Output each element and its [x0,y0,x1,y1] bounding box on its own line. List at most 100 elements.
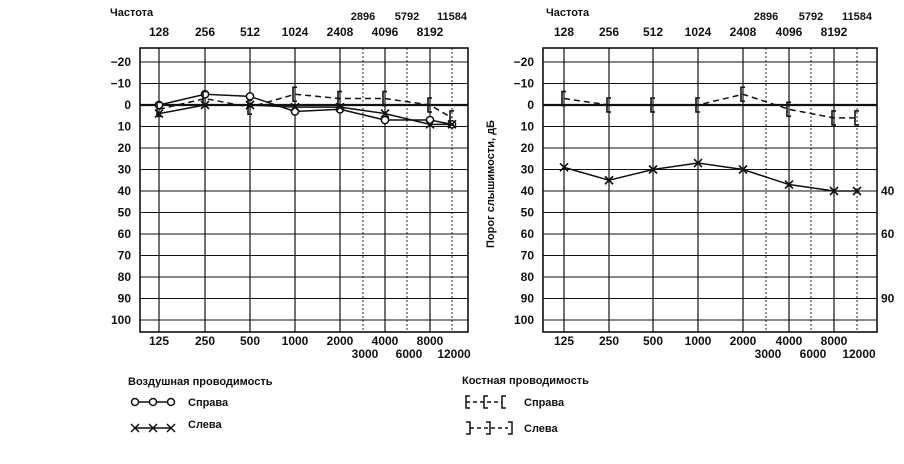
y-tick-label: 70 [118,249,132,263]
bottom-freq-label: 8000 [821,334,848,348]
y-tick-label: 30 [118,163,132,177]
y-tick-label: 80 [118,270,132,284]
data-point [449,110,454,126]
top-freq-label: 5792 [395,11,419,23]
y-tick-label: 0 [124,98,131,112]
bottom-freq-label: 125 [149,334,169,348]
right-audiogram: −20 −10 0 10 20 30 40 50 60 70 80 90 100 Частота 2896 5… [514,7,895,361]
bottom-freq-label: 6000 [396,347,423,361]
y-tick-label: 60 [521,227,535,241]
top-freq-label: 11584 [842,11,873,23]
legend-bone-right-symbol [465,395,506,409]
data-point [380,115,390,125]
y-tick-label: 10 [118,120,132,134]
y-tick-label: 100 [111,313,131,327]
bottom-freq-label: 1000 [282,334,309,348]
y-tick-label: 50 [521,206,535,220]
data-point [247,99,252,115]
bottom-freq-label: 500 [240,334,260,348]
frequency-label: Частота [546,7,590,19]
data-point [854,110,859,126]
data-point [650,97,655,113]
data-point [427,97,432,113]
y-tick-label: 70 [521,249,535,263]
data-point [786,101,791,118]
right-level-label: 40 [881,184,895,198]
data-point [693,158,703,168]
legend-bone-title: Костная проводимость [462,375,589,387]
bottom-freq-label: 12000 [842,347,876,361]
right-level-label: 90 [881,292,895,306]
bottom-freq-label: 1000 [685,334,712,348]
data-point [559,162,569,172]
data-point [425,119,435,129]
data-point [606,97,611,113]
y-tick-label: 60 [118,227,132,241]
series-line [563,93,857,119]
top-freq-label: 1024 [685,25,712,39]
y-tick-label: 40 [521,184,535,198]
plot-frame [542,47,878,333]
legend-bone-left-label: Слева [524,423,559,435]
data-point [604,175,614,185]
data-point [695,97,700,113]
right-level-label: 60 [881,227,895,241]
y-tick-label: 20 [118,141,132,155]
top-freq-label: 11584 [437,11,468,23]
y-tick-label: −10 [514,77,535,91]
top-freq-label: 2408 [327,25,354,39]
bottom-freq-label: 250 [195,334,215,348]
y-tick-label: 30 [521,163,535,177]
y-tick-label: 50 [118,206,132,220]
y-tick-label: −20 [111,55,132,69]
legend-air-title: Воздушная проводимость [128,376,273,388]
left-audiogram: −20 −10 0 10 20 30 40 50 60 70 80 90 100 Частота 2896 5… [110,7,471,361]
top-freq-label: 4096 [776,25,803,39]
series-line [158,93,453,126]
y-tick-label: 90 [118,292,132,306]
series-line [563,162,857,192]
y-tick-label: 0 [527,98,534,112]
series-line [158,93,453,119]
data-point [202,90,207,107]
data-point [740,86,745,103]
top-freq-label: 256 [599,25,619,39]
y-tick-label: 90 [521,292,535,306]
frequency-label: Частота [110,7,154,19]
y-tick-label: −10 [111,77,132,91]
data-point [290,102,300,112]
bottom-freq-label: 12000 [437,347,471,361]
data-point [245,92,255,101]
legend-air-right-symbol [130,397,176,407]
data-point [648,164,658,175]
top-freq-label: 128 [149,25,169,39]
data-point [831,110,836,126]
top-freq-label: 2408 [730,25,757,39]
data-point [337,90,342,107]
top-freq-label: 4096 [372,25,399,39]
top-freq-label: 128 [554,25,574,39]
bottom-freq-label: 6000 [800,347,827,361]
legend-air-left-label: Слева [188,419,223,431]
bottom-freq-label: 4000 [776,334,803,348]
y-tick-label: 100 [514,313,534,327]
y-axis-label: Порог слышимости, дБ [485,120,497,248]
bottom-freq-label: 4000 [372,334,399,348]
legend-bone-left-symbol [466,421,513,435]
bottom-freq-label: 2000 [327,334,354,348]
top-freq-label: 2896 [754,11,778,23]
top-freq-label: 8192 [417,25,444,39]
data-point [784,179,794,190]
y-tick-label: 10 [521,120,535,134]
top-freq-label: 2896 [351,11,375,23]
bottom-freq-label: 8000 [417,334,444,348]
bottom-freq-label: 500 [643,334,663,348]
bottom-freq-label: 3000 [755,347,782,361]
bottom-freq-label: 3000 [352,347,379,361]
data-point [292,86,297,103]
plot-frame [139,47,469,333]
bottom-freq-label: 2000 [730,334,757,348]
top-freq-label: 256 [195,25,215,39]
y-tick-label: 80 [521,270,535,284]
